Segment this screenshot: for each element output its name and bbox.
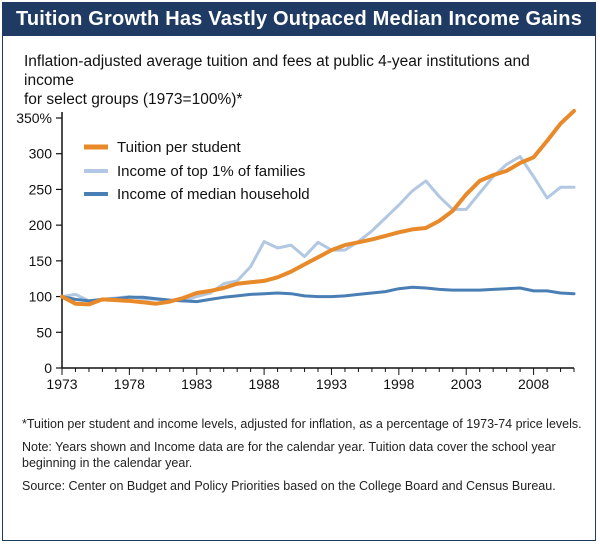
y-tick-label: 50 <box>36 324 52 340</box>
source: Source: Center on Budget and Policy Prio… <box>22 479 556 493</box>
x-tick-label: 1993 <box>316 376 347 392</box>
y-tick-label: 200 <box>29 217 53 233</box>
subtitle-line-1: Inflation-adjusted average tuition and f… <box>24 53 530 89</box>
series-line-median-household <box>60 285 576 304</box>
note: Note: Years shown and Income data are fo… <box>22 440 556 470</box>
x-tick-label: 1998 <box>383 376 414 392</box>
x-tick-label: 1983 <box>181 376 212 392</box>
chart-subtitle: Inflation-adjusted average tuition and f… <box>24 52 564 109</box>
legend-top-1-percent-label: Income of top 1% of families <box>117 163 305 180</box>
y-tick-label: 0 <box>44 360 52 376</box>
y-tick-label: 150 <box>29 253 53 269</box>
legend-tuition-label: Tuition per student <box>117 139 242 156</box>
y-tick-label: 350% <box>16 110 52 126</box>
line-chart: 0 50 100 150 200 250 300 350% 1973 1978 1983 1988 19… <box>16 108 576 392</box>
y-tick-label: 300 <box>29 146 53 162</box>
footnote: *Tuition per student and income levels, … <box>22 417 582 431</box>
series-line-tuition <box>60 108 576 307</box>
y-tick-label: 250 <box>29 181 53 197</box>
x-tick-label: 2003 <box>451 376 482 392</box>
x-tick-label: 2008 <box>518 376 549 392</box>
chart-notes: *Tuition per student and income levels, … <box>22 416 582 501</box>
x-tick-label: 1978 <box>114 376 145 392</box>
chart-title: Tuition Growth Has Vastly Outpaced Media… <box>3 3 595 36</box>
subtitle-line-2: for select groups (1973=100%)* <box>24 91 243 108</box>
chart-frame: Tuition Growth Has Vastly Outpaced Media… <box>2 2 596 541</box>
x-tick-label: 1973 <box>46 376 77 392</box>
x-tick-label: 1988 <box>249 376 280 392</box>
y-tick-label: 100 <box>29 289 53 305</box>
legend-median-household-label: Income of median household <box>117 186 310 203</box>
